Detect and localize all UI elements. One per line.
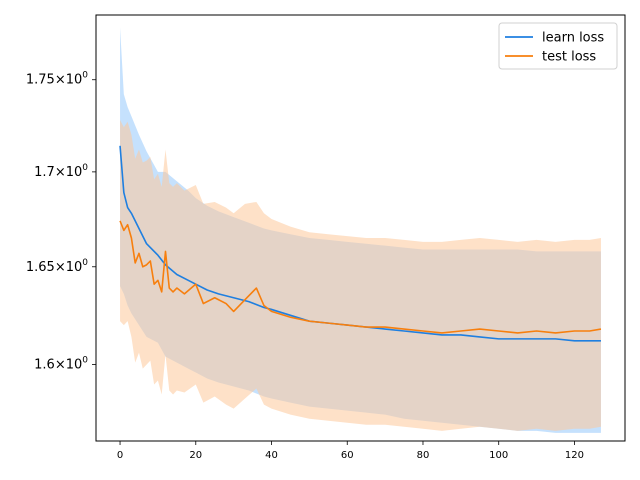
confidence-bands: [120, 27, 601, 433]
x-tick-label: 120: [565, 450, 584, 461]
line-test-loss: [119, 220, 602, 334]
band-test-loss: [120, 119, 601, 431]
y-tick-label: 1.6×100: [34, 356, 88, 373]
legend: learn loss test loss: [498, 22, 618, 70]
legend-label: test loss: [542, 50, 596, 65]
series-lines: [119, 145, 602, 342]
x-tick-label: 100: [489, 450, 508, 461]
x-tick-label: 40: [265, 450, 278, 461]
y-tick-label: 1.75×100: [26, 71, 88, 88]
x-axis-ticks: 0 20 40 60 80 100 120: [117, 441, 584, 461]
x-tick-label: 20: [189, 450, 202, 461]
y-axis-ticks: 1.6×100 1.65×100 1.7×100 1.75×100: [26, 71, 96, 373]
plot-frame: [95, 14, 626, 442]
x-tick-label: 0: [117, 450, 123, 461]
x-tick-label: 60: [341, 450, 354, 461]
line-learn-loss: [119, 145, 601, 342]
legend-label: learn loss: [542, 31, 604, 46]
x-tick-label: 80: [417, 450, 430, 461]
y-tick-label: 1.65×100: [26, 258, 88, 275]
y-tick-label: 1.7×100: [34, 163, 88, 180]
legend-box: [498, 22, 618, 70]
